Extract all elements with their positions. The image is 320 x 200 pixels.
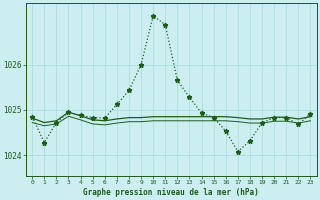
X-axis label: Graphe pression niveau de la mer (hPa): Graphe pression niveau de la mer (hPa) <box>84 188 259 197</box>
